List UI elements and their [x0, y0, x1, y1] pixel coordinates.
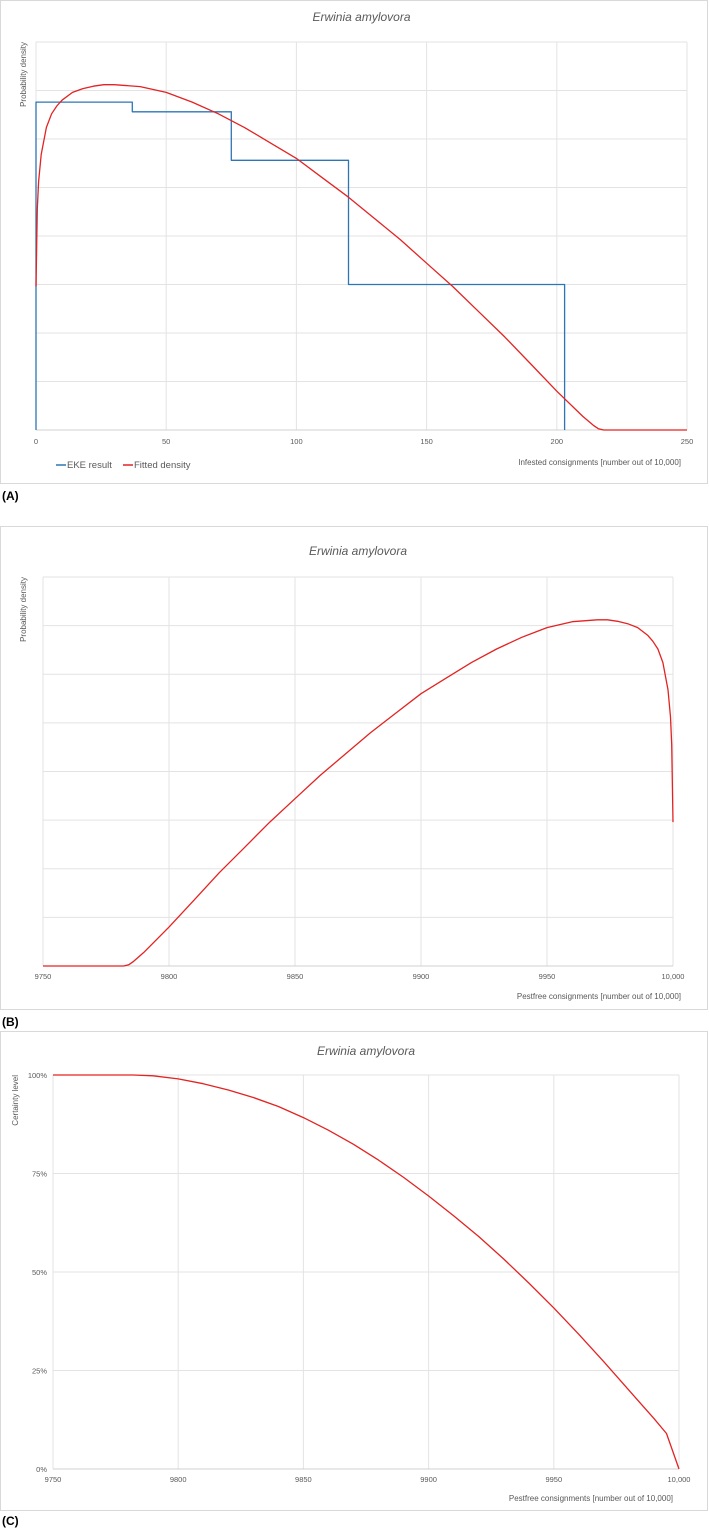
fitted-density-line — [35, 84, 687, 431]
chart-title: Erwinia amylovora — [312, 10, 410, 24]
x-tick-label: 9750 — [45, 1475, 62, 1484]
chart-title: Erwinia amylovora — [309, 544, 407, 558]
x-tick-label: 200 — [551, 437, 564, 446]
x-axis-label: Pestfree consignments [number out of 10,… — [517, 992, 681, 1001]
y-tick-label: 0% — [36, 1465, 47, 1474]
x-tick-label: 10,000 — [662, 972, 685, 981]
y-axis-label: Probability density — [19, 42, 28, 107]
x-tick-label: 10,000 — [668, 1475, 691, 1484]
y-tick-label: 50% — [32, 1268, 47, 1277]
chart-panel-a: 0 50 100 150 200 250 Erwinia amylovora Infested… — [0, 0, 708, 484]
x-axis-label: Pestfree consignments [number out of 10,… — [509, 1494, 673, 1503]
x-tick-label: 9850 — [295, 1475, 312, 1484]
y-tick-label: 100% — [28, 1071, 48, 1080]
x-tick-label: 9950 — [539, 972, 556, 981]
y-tick-label: 25% — [32, 1367, 47, 1376]
x-tick-label: 50 — [162, 437, 170, 446]
chart-c-svg: 0% 25% 50% 75% 100% 9750 9800 9850 9900 9950 10,00… — [11, 1044, 691, 1503]
x-tick-label: 250 — [681, 437, 694, 446]
x-axis-label: Infested consignments [number out of 10,… — [518, 458, 681, 467]
chart-panel-c: 0% 25% 50% 75% 100% 9750 9800 9850 9900 9950 10,00… — [0, 1031, 708, 1511]
x-tick-label: 9900 — [413, 972, 430, 981]
x-tick-label: 150 — [420, 437, 433, 446]
chart-a-svg: 0 50 100 150 200 250 Erwinia amylovora Infested… — [19, 10, 694, 471]
legend-entry: Fitted density — [134, 460, 191, 471]
x-tick-label: 9950 — [545, 1475, 562, 1484]
x-tick-label: 0 — [34, 437, 38, 446]
eke-result-step-line — [35, 101, 566, 430]
x-tick-label: 9850 — [287, 972, 304, 981]
chart-b-svg: 9750 9800 9850 9900 9950 10,000 Erwinia amylov… — [19, 544, 685, 1001]
y-axis-label: Probability density — [19, 577, 28, 642]
chart-panel-b: 9750 9800 9850 9900 9950 10,000 Erwinia amylov… — [0, 526, 708, 1010]
figure-label-a: (A) — [2, 489, 19, 503]
figure-label-c: (C) — [2, 1514, 19, 1528]
legend-entry: EKE result — [67, 460, 112, 471]
fitted-density-line — [43, 619, 674, 967]
x-tick-label: 100 — [290, 437, 303, 446]
x-tick-label: 9750 — [35, 972, 52, 981]
x-tick-label: 9900 — [420, 1475, 437, 1484]
figure-label-b: (B) — [2, 1015, 19, 1029]
fitted-density-line — [53, 1074, 680, 1470]
x-tick-label: 9800 — [170, 1475, 187, 1484]
y-axis-label: Certainty level — [11, 1075, 20, 1126]
x-tick-label: 9800 — [161, 972, 178, 981]
chart-title: Erwinia amylovora — [317, 1044, 415, 1058]
y-tick-label: 75% — [32, 1170, 47, 1179]
